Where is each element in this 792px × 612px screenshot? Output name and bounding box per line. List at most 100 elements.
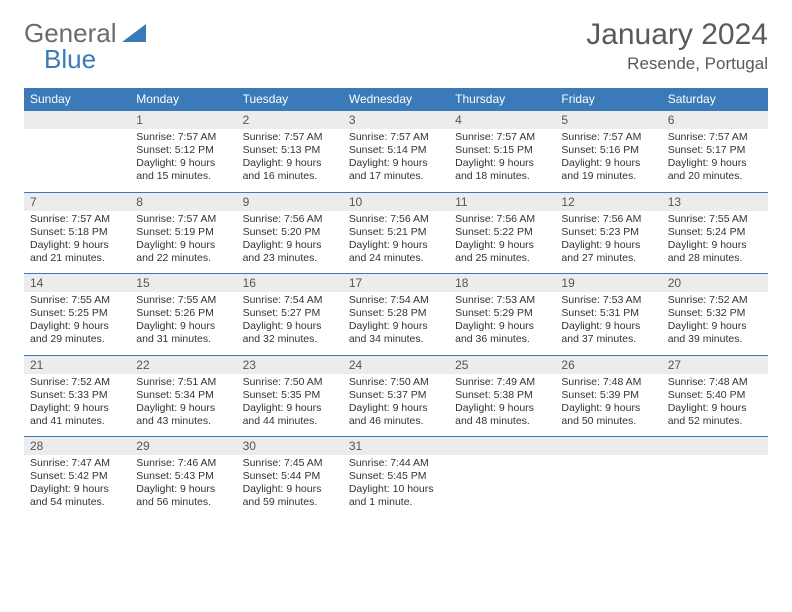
calendar-cell: 12Sunrise: 7:56 AMSunset: 5:23 PMDayligh… (555, 192, 661, 274)
day-number: 15 (130, 274, 236, 292)
day-number: 20 (662, 274, 768, 292)
day-details: Sunrise: 7:51 AMSunset: 5:34 PMDaylight:… (130, 374, 236, 437)
day-number: 14 (24, 274, 130, 292)
calendar-cell: 11Sunrise: 7:56 AMSunset: 5:22 PMDayligh… (449, 192, 555, 274)
day-details: Sunrise: 7:57 AMSunset: 5:12 PMDaylight:… (130, 129, 236, 192)
calendar-cell: 3Sunrise: 7:57 AMSunset: 5:14 PMDaylight… (343, 111, 449, 193)
day-details: Sunrise: 7:45 AMSunset: 5:44 PMDaylight:… (237, 455, 343, 518)
calendar-cell: 24Sunrise: 7:50 AMSunset: 5:37 PMDayligh… (343, 355, 449, 437)
day-number: 21 (24, 356, 130, 374)
day-details: Sunrise: 7:57 AMSunset: 5:18 PMDaylight:… (24, 211, 130, 274)
calendar-table: SundayMondayTuesdayWednesdayThursdayFrid… (24, 88, 768, 518)
location: Resende, Portugal (586, 54, 768, 74)
calendar-cell (449, 437, 555, 518)
calendar-cell: 2Sunrise: 7:57 AMSunset: 5:13 PMDaylight… (237, 111, 343, 193)
day-number: 23 (237, 356, 343, 374)
calendar-cell: 8Sunrise: 7:57 AMSunset: 5:19 PMDaylight… (130, 192, 236, 274)
day-details: Sunrise: 7:56 AMSunset: 5:23 PMDaylight:… (555, 211, 661, 274)
day-number: 30 (237, 437, 343, 455)
title-block: January 2024 Resende, Portugal (586, 18, 768, 74)
day-number: 31 (343, 437, 449, 455)
day-number: 11 (449, 193, 555, 211)
weekday-header: Wednesday (343, 88, 449, 111)
calendar-cell: 20Sunrise: 7:52 AMSunset: 5:32 PMDayligh… (662, 274, 768, 356)
day-number-empty (449, 437, 555, 455)
weekday-header: Friday (555, 88, 661, 111)
weekday-header: Monday (130, 88, 236, 111)
calendar-cell: 9Sunrise: 7:56 AMSunset: 5:20 PMDaylight… (237, 192, 343, 274)
day-details: Sunrise: 7:54 AMSunset: 5:28 PMDaylight:… (343, 292, 449, 355)
day-details: Sunrise: 7:49 AMSunset: 5:38 PMDaylight:… (449, 374, 555, 437)
calendar-body: 1Sunrise: 7:57 AMSunset: 5:12 PMDaylight… (24, 111, 768, 518)
day-number-empty (555, 437, 661, 455)
day-number-empty (662, 437, 768, 455)
month-title: January 2024 (586, 18, 768, 52)
day-details: Sunrise: 7:48 AMSunset: 5:40 PMDaylight:… (662, 374, 768, 437)
day-number: 17 (343, 274, 449, 292)
calendar-cell: 18Sunrise: 7:53 AMSunset: 5:29 PMDayligh… (449, 274, 555, 356)
day-details: Sunrise: 7:46 AMSunset: 5:43 PMDaylight:… (130, 455, 236, 518)
day-number: 29 (130, 437, 236, 455)
calendar-header-row: SundayMondayTuesdayWednesdayThursdayFrid… (24, 88, 768, 111)
calendar-cell: 21Sunrise: 7:52 AMSunset: 5:33 PMDayligh… (24, 355, 130, 437)
calendar-cell (24, 111, 130, 193)
day-number: 25 (449, 356, 555, 374)
calendar-cell: 27Sunrise: 7:48 AMSunset: 5:40 PMDayligh… (662, 355, 768, 437)
day-details: Sunrise: 7:50 AMSunset: 5:35 PMDaylight:… (237, 374, 343, 437)
calendar-cell: 26Sunrise: 7:48 AMSunset: 5:39 PMDayligh… (555, 355, 661, 437)
day-details: Sunrise: 7:52 AMSunset: 5:32 PMDaylight:… (662, 292, 768, 355)
logo-triangle-icon (122, 24, 146, 44)
day-number: 16 (237, 274, 343, 292)
day-details: Sunrise: 7:54 AMSunset: 5:27 PMDaylight:… (237, 292, 343, 355)
day-number: 8 (130, 193, 236, 211)
day-details: Sunrise: 7:56 AMSunset: 5:20 PMDaylight:… (237, 211, 343, 274)
weekday-header: Saturday (662, 88, 768, 111)
calendar-week-row: 28Sunrise: 7:47 AMSunset: 5:42 PMDayligh… (24, 437, 768, 518)
day-number: 13 (662, 193, 768, 211)
day-details: Sunrise: 7:57 AMSunset: 5:19 PMDaylight:… (130, 211, 236, 274)
calendar-cell: 1Sunrise: 7:57 AMSunset: 5:12 PMDaylight… (130, 111, 236, 193)
calendar-week-row: 21Sunrise: 7:52 AMSunset: 5:33 PMDayligh… (24, 355, 768, 437)
weekday-header: Sunday (24, 88, 130, 111)
calendar-cell: 15Sunrise: 7:55 AMSunset: 5:26 PMDayligh… (130, 274, 236, 356)
calendar-cell: 7Sunrise: 7:57 AMSunset: 5:18 PMDaylight… (24, 192, 130, 274)
day-details: Sunrise: 7:48 AMSunset: 5:39 PMDaylight:… (555, 374, 661, 437)
calendar-cell: 14Sunrise: 7:55 AMSunset: 5:25 PMDayligh… (24, 274, 130, 356)
day-number: 9 (237, 193, 343, 211)
calendar-cell: 5Sunrise: 7:57 AMSunset: 5:16 PMDaylight… (555, 111, 661, 193)
day-details: Sunrise: 7:57 AMSunset: 5:15 PMDaylight:… (449, 129, 555, 192)
day-number: 12 (555, 193, 661, 211)
calendar-cell (555, 437, 661, 518)
calendar-week-row: 7Sunrise: 7:57 AMSunset: 5:18 PMDaylight… (24, 192, 768, 274)
day-details: Sunrise: 7:57 AMSunset: 5:16 PMDaylight:… (555, 129, 661, 192)
calendar-cell (662, 437, 768, 518)
day-number: 28 (24, 437, 130, 455)
day-details: Sunrise: 7:52 AMSunset: 5:33 PMDaylight:… (24, 374, 130, 437)
calendar-cell: 23Sunrise: 7:50 AMSunset: 5:35 PMDayligh… (237, 355, 343, 437)
day-details: Sunrise: 7:57 AMSunset: 5:14 PMDaylight:… (343, 129, 449, 192)
calendar-cell: 30Sunrise: 7:45 AMSunset: 5:44 PMDayligh… (237, 437, 343, 518)
day-details: Sunrise: 7:50 AMSunset: 5:37 PMDaylight:… (343, 374, 449, 437)
header: General January 2024 Resende, Portugal (24, 18, 768, 74)
calendar-cell: 6Sunrise: 7:57 AMSunset: 5:17 PMDaylight… (662, 111, 768, 193)
day-number: 1 (130, 111, 236, 129)
day-details: Sunrise: 7:55 AMSunset: 5:24 PMDaylight:… (662, 211, 768, 274)
day-number: 24 (343, 356, 449, 374)
calendar-cell: 25Sunrise: 7:49 AMSunset: 5:38 PMDayligh… (449, 355, 555, 437)
calendar-cell: 31Sunrise: 7:44 AMSunset: 5:45 PMDayligh… (343, 437, 449, 518)
calendar-cell: 17Sunrise: 7:54 AMSunset: 5:28 PMDayligh… (343, 274, 449, 356)
logo-word-2: Blue (44, 44, 96, 75)
day-details: Sunrise: 7:55 AMSunset: 5:25 PMDaylight:… (24, 292, 130, 355)
day-number: 10 (343, 193, 449, 211)
day-number: 5 (555, 111, 661, 129)
day-number: 6 (662, 111, 768, 129)
day-details: Sunrise: 7:53 AMSunset: 5:29 PMDaylight:… (449, 292, 555, 355)
day-details: Sunrise: 7:47 AMSunset: 5:42 PMDaylight:… (24, 455, 130, 518)
day-number: 27 (662, 356, 768, 374)
day-number: 19 (555, 274, 661, 292)
day-details: Sunrise: 7:57 AMSunset: 5:13 PMDaylight:… (237, 129, 343, 192)
day-details: Sunrise: 7:55 AMSunset: 5:26 PMDaylight:… (130, 292, 236, 355)
calendar-cell: 13Sunrise: 7:55 AMSunset: 5:24 PMDayligh… (662, 192, 768, 274)
day-number: 26 (555, 356, 661, 374)
day-number: 4 (449, 111, 555, 129)
